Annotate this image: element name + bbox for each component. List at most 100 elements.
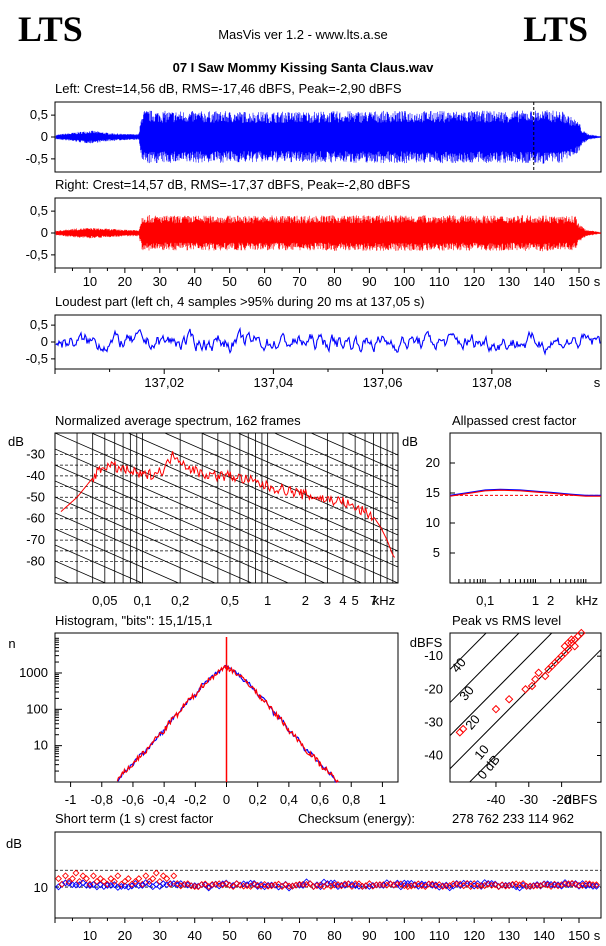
crest-xtick: 50 (222, 928, 236, 943)
peakrms-title: Peak vs RMS level (452, 613, 562, 628)
crest-xtick: 40 (187, 928, 201, 943)
time-tick-label: 120 (463, 274, 485, 289)
allpass-right-line (449, 489, 601, 497)
crest-xtick: 30 (153, 928, 167, 943)
crest-right-point (96, 875, 104, 883)
peakrms-xtick: -40 (487, 792, 506, 807)
crest-right-point (65, 877, 73, 885)
time-tick-label: 30 (153, 274, 167, 289)
histogram-xtick: -0,4 (153, 792, 175, 807)
crest-right-point (75, 877, 83, 885)
histogram-title: Histogram, "bits": 15,1/15,1 (55, 613, 213, 628)
crest-right-point (82, 875, 90, 883)
peakrms-point (534, 668, 543, 677)
spectrum-curve (60, 451, 395, 558)
time-unit: s (594, 274, 601, 289)
spectrum-slope (273, 433, 398, 488)
histogram-xtick: -0,2 (184, 792, 206, 807)
spectrum-slope (55, 512, 217, 583)
crest-xtick: 70 (292, 928, 306, 943)
crest-right-point (149, 875, 157, 883)
spectrum-slope (90, 433, 398, 568)
crest-right-point (79, 872, 87, 880)
right-ytick: -0,5 (26, 247, 48, 262)
crest-right-point (107, 875, 115, 883)
loudest-xtick: 137,06 (363, 375, 403, 390)
loudest-ytick: -0,5 (26, 351, 48, 366)
time-tick-label: 80 (327, 274, 341, 289)
histogram-xtick: -1 (65, 792, 77, 807)
crest-right-point (62, 872, 69, 880)
crest-right-point (152, 869, 160, 877)
peakrms-diagonal (450, 633, 553, 737)
spectrum-xtick: 1 (264, 593, 271, 608)
spectrum-slope (55, 480, 290, 583)
spectrum-xtick: 0,5 (221, 593, 239, 608)
right-ytick: 0,5 (30, 203, 48, 218)
time-tick-label: 90 (362, 274, 376, 289)
peakrms-diagonal-label: 20 (462, 712, 483, 733)
left-ytick: 0 (41, 129, 48, 144)
spectrum-slope (55, 496, 253, 583)
histogram-ylabel: n (8, 636, 15, 651)
spectrum-ytick: -30 (26, 446, 45, 461)
histogram-xtick: 0,4 (280, 792, 298, 807)
peakrms-xlabel: dBFS (565, 792, 598, 807)
spectrum-ytick: -80 (26, 554, 45, 569)
loudest-title: Loudest part (left ch, 4 samples >95% du… (55, 294, 425, 309)
peakrms-point (491, 704, 501, 714)
peakrms-xtick: -30 (519, 792, 538, 807)
crest-right-point (69, 875, 76, 883)
peakrms-xtick: -20 (552, 792, 571, 807)
crest-right-point (163, 875, 171, 883)
crest-right-point (55, 875, 62, 883)
time-tick-label: 140 (533, 274, 555, 289)
left-title: Left: Crest=14,56 dB, RMS=-17,46 dBFS, P… (55, 81, 402, 96)
crest-right-point (170, 872, 178, 880)
spectrum-slope (310, 433, 398, 472)
peakrms-ytick: -20 (424, 681, 443, 696)
peakrms-point (570, 642, 579, 651)
histogram-xtick: 1 (379, 792, 386, 807)
logo-right: LTS (523, 9, 588, 49)
crest-xtick: 110 (429, 928, 450, 943)
peakrms-point (458, 724, 468, 734)
allpass-left-line (449, 488, 601, 496)
peakrms-diagonal-label: 40 (448, 655, 469, 676)
peakrms-ytick: -30 (424, 714, 443, 729)
time-tick-label: 100 (393, 274, 415, 289)
crest-right-point (124, 875, 132, 883)
time-tick-label: 60 (257, 274, 271, 289)
peakrms-frame (449, 632, 602, 783)
left-ytick: 0,5 (30, 107, 48, 122)
crest-right-point (93, 877, 101, 885)
peakrms-point (540, 671, 550, 681)
crest-left-point (592, 882, 600, 890)
spectrum-slope (163, 433, 398, 536)
file-name: 07 I Saw Mommy Kissing Santa Claus.wav (172, 60, 434, 75)
allpass-ylabel: dB (402, 434, 418, 449)
spectrum-xtick: 0,1 (133, 593, 151, 608)
spectrum-xtick: 0,2 (171, 593, 189, 608)
spectrum-frame (54, 432, 399, 584)
crest-unit: s (594, 928, 601, 943)
spectrum-ytick: -40 (26, 468, 45, 483)
histogram-xtick: 0,8 (342, 792, 360, 807)
left-waveform (55, 110, 601, 164)
time-tick-label: 110 (429, 274, 450, 289)
crest-xtick: 90 (362, 928, 376, 943)
allpass-ytick: 20 (426, 455, 440, 470)
crest-right-point (58, 880, 66, 888)
crest-right-point (159, 872, 167, 880)
spectrum-ylabel: dB (8, 434, 24, 449)
allpass-unit: kHz (576, 593, 598, 608)
crest-right-point (89, 872, 97, 880)
spectrum-slope (55, 528, 180, 583)
logo-left: LTS (18, 9, 83, 49)
crest-left-point (205, 884, 213, 892)
peakrms-point (560, 642, 570, 651)
crest-right-point (229, 883, 237, 890)
spectrum-slope (236, 433, 398, 504)
spectrum-slope (127, 433, 398, 552)
